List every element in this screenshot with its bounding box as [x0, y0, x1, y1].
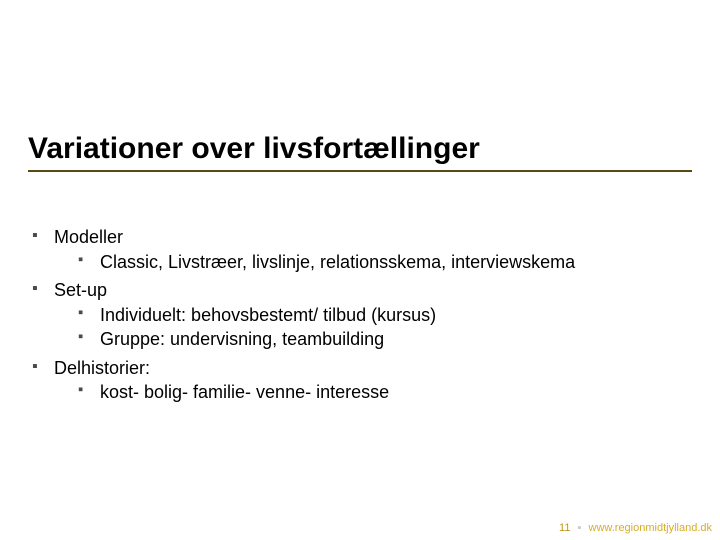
bullet-setup: Set-up	[32, 279, 672, 302]
bullet-modeller-sub1: Classic, Livstræer, livslinje, relations…	[78, 251, 672, 274]
bullet-modeller: Modeller	[32, 226, 672, 249]
bullet-delhistorier: Delhistorier:	[32, 357, 672, 380]
slide: Variationer over livsfortællinger Modell…	[0, 0, 720, 540]
bullet-setup-sub1: Individuelt: behovsbestemt/ tilbud (kurs…	[78, 304, 672, 327]
page-number: 11	[559, 522, 570, 534]
footer-separator-icon: ▪	[578, 522, 582, 534]
footer-url: www.regionmidtjylland.dk	[589, 522, 713, 534]
slide-footer: 11 ▪ www.regionmidtjylland.dk	[559, 522, 712, 534]
bullet-setup-sub2: Gruppe: undervisning, teambuilding	[78, 328, 672, 351]
slide-title: Variationer over livsfortællinger	[28, 132, 692, 172]
slide-body: Modeller Classic, Livstræer, livslinje, …	[32, 220, 672, 406]
bullet-delhistorier-sub1: kost- bolig- familie- venne- interesse	[78, 381, 672, 404]
